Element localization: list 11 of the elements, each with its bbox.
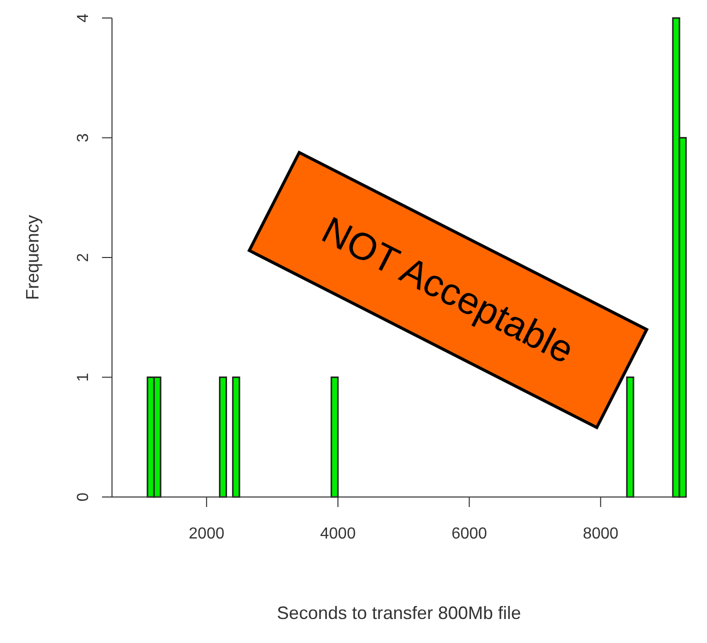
x-tick-label: 8000 bbox=[582, 525, 619, 542]
y-tick-label: 1 bbox=[75, 372, 92, 382]
x-tick-label: 6000 bbox=[451, 525, 488, 542]
y-tick-label: 0 bbox=[75, 492, 92, 502]
y-axis-title: Frequency bbox=[22, 214, 42, 300]
y-tick-label: 3 bbox=[75, 133, 92, 142]
x-axis-title: Seconds to transfer 800Mb file bbox=[276, 603, 522, 623]
y-tick-label: 4 bbox=[75, 13, 92, 22]
y-tick-label: 2 bbox=[75, 252, 92, 262]
x-tick-label: 2000 bbox=[188, 525, 224, 542]
x-tick-label: 4000 bbox=[320, 525, 356, 542]
